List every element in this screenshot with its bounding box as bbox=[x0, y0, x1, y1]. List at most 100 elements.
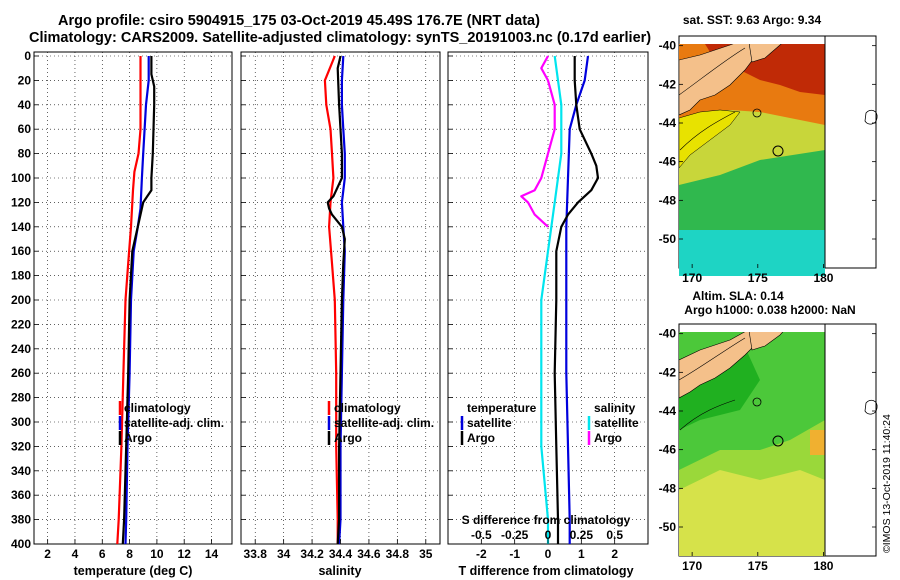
sla-contour bbox=[679, 337, 746, 431]
x-tick-label: 6 bbox=[99, 547, 106, 561]
x-tick-label: 14 bbox=[205, 547, 219, 561]
depth-tick-label: 320 bbox=[11, 439, 31, 453]
x-tick-label: 33.8 bbox=[244, 547, 268, 561]
legend-label-climatology: climatology bbox=[124, 401, 191, 415]
top-x-tick-label: 0.5 bbox=[606, 528, 623, 542]
legend-label-satellite: satellite-adj. clim. bbox=[124, 416, 224, 430]
sst-land-south-island bbox=[679, 44, 761, 116]
profile-title-line1: Argo profile: csiro 5904915_175 03-Oct-2… bbox=[58, 13, 540, 29]
salinity-legend: climatology satellite-adj. clim. Argo bbox=[327, 401, 434, 445]
x-tick-label: 0 bbox=[545, 547, 552, 561]
sst-land-north-island bbox=[748, 44, 782, 63]
depth-tick-label: 180 bbox=[11, 269, 31, 283]
series-line-climatology bbox=[323, 55, 339, 544]
depth-tick-label: 260 bbox=[11, 366, 31, 380]
depth-tick-label: 80 bbox=[18, 147, 32, 161]
depth-tick-label: 120 bbox=[11, 195, 31, 209]
depth-tick-label: 100 bbox=[11, 171, 31, 185]
sst-map-blank bbox=[825, 37, 875, 267]
depth-tick-label: 200 bbox=[11, 293, 31, 307]
depth-tick-label: 360 bbox=[11, 488, 31, 502]
sla-map-subtitle: Argo h1000: 0.038 h2000: NaN bbox=[684, 303, 855, 317]
depth-tick-label: 140 bbox=[11, 220, 31, 234]
legend-label-t-argo: Argo bbox=[467, 431, 495, 445]
map-x-tick-label: 170 bbox=[682, 559, 702, 573]
series-line-salinity-argo bbox=[520, 55, 556, 228]
map-y-tick-label: -42 bbox=[659, 77, 677, 91]
map-x-tick-label: 180 bbox=[813, 271, 833, 285]
map-y-tick-label: -40 bbox=[659, 327, 677, 341]
map-y-tick-label: -44 bbox=[659, 116, 677, 130]
map-y-tick-label: -48 bbox=[659, 481, 677, 495]
sla-argo-marker bbox=[772, 435, 784, 447]
legend-label-s-satellite: satellite bbox=[594, 416, 639, 430]
sla-field-yellow bbox=[679, 470, 825, 556]
sla-map-blank bbox=[825, 325, 875, 555]
difference-legend-temperature: temperature satellite Argo bbox=[460, 401, 537, 445]
depth-tick-label: 0 bbox=[24, 49, 31, 63]
depth-tick-label: 220 bbox=[11, 317, 31, 331]
sst-contour bbox=[679, 47, 746, 151]
sst-map: 170 175 180 -40 -42 -44 -46 -48 -50 bbox=[659, 35, 878, 285]
series-line-salinity-satellite bbox=[540, 55, 563, 544]
legend-label-satellite: satellite-adj. clim. bbox=[334, 416, 434, 430]
sla-field-orange bbox=[810, 430, 825, 455]
x-tick-label: 2 bbox=[611, 547, 618, 561]
top-x-tick-label: -0.5 bbox=[471, 528, 492, 542]
map-x-tick-label: 170 bbox=[682, 271, 702, 285]
legend-label-s-argo: Argo bbox=[594, 431, 622, 445]
legend-title-temperature: temperature bbox=[467, 401, 537, 415]
x-tick-label: 34.8 bbox=[386, 547, 410, 561]
sla-chatham-outline bbox=[864, 399, 878, 415]
x-tick-label: 2 bbox=[44, 547, 51, 561]
legend-title-salinity: salinity bbox=[594, 401, 636, 415]
depth-tick-label: 340 bbox=[11, 464, 31, 478]
series-line-climatology bbox=[116, 56, 142, 545]
salinity-xlabel: salinity bbox=[318, 564, 361, 578]
sst-chatham-outline bbox=[864, 109, 878, 125]
difference-panel bbox=[447, 51, 649, 545]
sla-map: 170 175 180 -40 -42 -44 -46 -48 -50 bbox=[659, 323, 878, 573]
map-y-tick-label: -50 bbox=[659, 520, 677, 534]
x-tick-label: 4 bbox=[72, 547, 79, 561]
map-y-tick-label: -42 bbox=[659, 365, 677, 379]
map-x-tick-label: 175 bbox=[748, 559, 768, 573]
legend-label-climatology: climatology bbox=[334, 401, 401, 415]
map-y-tick-label: -48 bbox=[659, 193, 677, 207]
top-x-tick-label: 0.25 bbox=[570, 528, 594, 542]
x-tick-label: 35 bbox=[419, 547, 433, 561]
series-line-temperature-argo bbox=[553, 56, 600, 544]
series-line-argo bbox=[121, 56, 156, 545]
x-tick-label: 8 bbox=[126, 547, 133, 561]
sla-land-north-island bbox=[748, 332, 784, 351]
map-y-tick-label: -50 bbox=[659, 232, 677, 246]
depth-tick-label: 40 bbox=[18, 98, 32, 112]
sst-map-title: sat. SST: 9.63 Argo: 9.34 bbox=[683, 13, 822, 27]
depth-tick-label: 400 bbox=[11, 537, 31, 551]
depth-tick-label: 240 bbox=[11, 342, 31, 356]
map-y-tick-label: -44 bbox=[659, 404, 677, 418]
legend-label-t-satellite: satellite bbox=[467, 416, 512, 430]
series-line-satellite-adj-clim- bbox=[338, 55, 346, 545]
x-tick-label: 1 bbox=[578, 547, 585, 561]
top-x-tick-label: 0 bbox=[545, 528, 552, 542]
x-tick-label: 34.6 bbox=[357, 547, 381, 561]
depth-tick-label: 60 bbox=[18, 122, 32, 136]
x-tick-label: 12 bbox=[178, 547, 192, 561]
x-tick-label: 10 bbox=[150, 547, 164, 561]
sla-map-title: Altim. SLA: 0.14 bbox=[692, 289, 784, 303]
map-x-tick-label: 180 bbox=[813, 559, 833, 573]
map-y-tick-label: -46 bbox=[659, 443, 677, 457]
x-tick-label: -1 bbox=[509, 547, 520, 561]
profile-title-line2: Climatology: CARS2009. Satellite-adjuste… bbox=[29, 30, 652, 46]
series-line-argo bbox=[326, 55, 346, 545]
temperature-panel bbox=[33, 51, 233, 545]
series-line-temperature-satellite bbox=[565, 55, 590, 544]
depth-tick-label: 280 bbox=[11, 391, 31, 405]
x-tick-label: 34 bbox=[277, 547, 291, 561]
depth-tick-label: 160 bbox=[11, 244, 31, 258]
top-x-tick-label: -0.25 bbox=[501, 528, 529, 542]
sst-island-marker bbox=[752, 108, 762, 118]
sla-island-marker bbox=[752, 397, 762, 407]
